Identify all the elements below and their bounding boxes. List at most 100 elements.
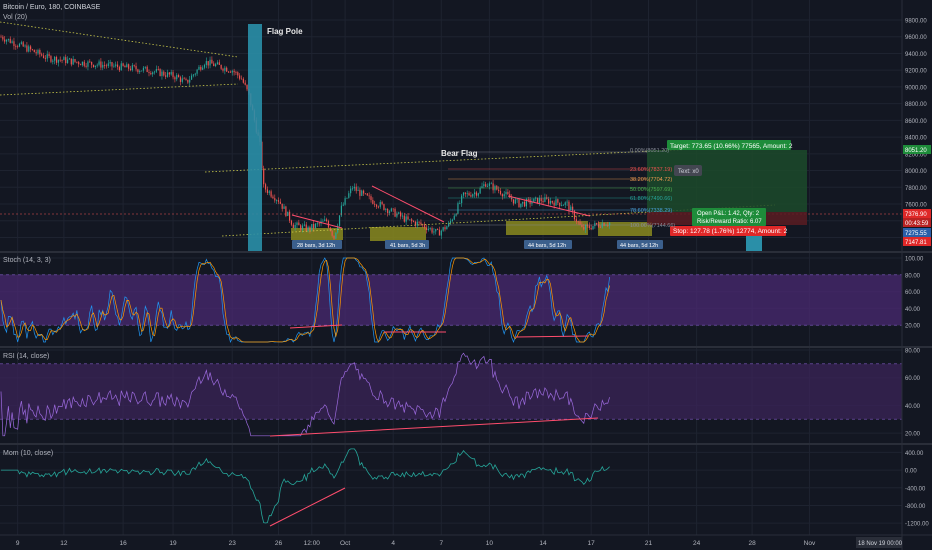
candle-body xyxy=(142,67,145,71)
candle-body xyxy=(564,202,566,205)
candle-body xyxy=(350,188,352,194)
candle-body xyxy=(263,168,265,185)
target-zone[interactable] xyxy=(647,150,807,212)
candle-body xyxy=(240,78,243,80)
candle-body xyxy=(405,216,407,222)
candle-body xyxy=(118,67,120,71)
candle-body xyxy=(440,230,442,236)
candle-body xyxy=(289,211,291,221)
bars-label-2[interactable]: 41 bars, 5d 3h xyxy=(390,243,425,249)
bars-label-1[interactable]: 28 bars, 3d 12h xyxy=(297,243,335,249)
candle-body xyxy=(585,224,587,230)
indicator-tick-label: 80.00 xyxy=(905,349,921,355)
candle-body xyxy=(501,194,503,197)
candle-body xyxy=(20,42,22,44)
x-tick-label: 9 xyxy=(16,540,20,547)
bars-label-4[interactable]: 44 bars, 5d 12h xyxy=(620,243,658,249)
candle-body xyxy=(264,184,267,190)
candle-body xyxy=(229,71,231,73)
candle-body xyxy=(520,203,522,208)
candle-body xyxy=(414,221,416,226)
candle-body xyxy=(592,226,594,230)
bear-flag-label[interactable]: Bear Flag xyxy=(441,149,478,158)
target-label[interactable]: Target: 773.65 (10.66%) 77565, Amount: 2 xyxy=(670,143,793,150)
candle-body xyxy=(55,56,58,63)
candle-body xyxy=(231,70,233,73)
symbol-title[interactable]: Bitcoin / Euro, 180, COINBASE xyxy=(3,4,101,11)
candle-body xyxy=(183,78,185,80)
candle-body xyxy=(144,66,146,68)
text-note[interactable]: Text: x0 xyxy=(678,169,699,175)
candle-body xyxy=(596,222,598,225)
candle-body xyxy=(70,58,72,65)
candle-body xyxy=(420,222,422,225)
candle-body xyxy=(292,224,294,228)
candle-body xyxy=(159,69,161,76)
stoch-d-line xyxy=(0,257,610,343)
candle-body xyxy=(139,71,141,73)
candle-body xyxy=(503,194,505,197)
candle-body xyxy=(227,71,230,73)
candle-body xyxy=(207,61,209,66)
candle-body xyxy=(102,64,104,68)
candle-body xyxy=(364,193,367,195)
price-badge-red-3 xyxy=(903,237,931,246)
mom-label[interactable]: Mom (10, close) xyxy=(3,450,53,457)
candle-body xyxy=(178,75,180,78)
flag-pole-box[interactable] xyxy=(248,24,262,251)
candle-body xyxy=(205,61,207,65)
candle-body xyxy=(490,183,492,185)
risk-reward-label[interactable]: Risk/Reward Ratio: 6.07 xyxy=(697,219,762,225)
bars-label-box-4 xyxy=(617,240,663,249)
candle-body xyxy=(268,191,270,193)
candle-body xyxy=(597,224,600,227)
candle-body xyxy=(135,66,137,70)
bars-label-3[interactable]: 44 bars, 5d 12h xyxy=(528,243,566,249)
x-tick-label: 16 xyxy=(119,540,127,547)
flag-pole-label[interactable]: Flag Pole xyxy=(267,27,303,36)
candle-body xyxy=(324,219,326,221)
candle-body xyxy=(590,228,592,230)
candle-body xyxy=(483,184,485,187)
candle-body xyxy=(309,226,311,231)
rsi-label[interactable]: RSI (14, close) xyxy=(3,353,49,360)
stoch-label[interactable]: Stoch (14, 3, 3) xyxy=(3,257,51,264)
x-tick-label: 12 xyxy=(60,540,68,547)
candle-body xyxy=(462,192,465,196)
candle-body xyxy=(301,225,304,230)
candle-body xyxy=(194,73,196,75)
candle-body xyxy=(464,192,466,194)
candle-body xyxy=(200,66,202,70)
x-tick-label: 26 xyxy=(275,540,283,547)
price-tick-label: 7800.00 xyxy=(905,186,927,192)
open-pnl-label[interactable]: Open P&L: 1.42, Qty: 2 xyxy=(697,211,760,217)
candle-body xyxy=(235,72,237,73)
candle-body xyxy=(163,71,165,76)
candle-body xyxy=(285,206,287,216)
candle-body xyxy=(372,200,374,204)
candle-body xyxy=(351,188,354,190)
candle-body xyxy=(422,224,424,226)
stop-label[interactable]: Stop: 127.78 (1.76%) 12774, Amount: 2 xyxy=(673,228,788,235)
volume-label[interactable]: Vol (20) xyxy=(3,14,27,21)
candle-body xyxy=(92,64,95,68)
candle-body xyxy=(544,197,546,202)
candle-body xyxy=(444,227,446,230)
candle-body xyxy=(566,201,568,203)
price-badge-green-text: 8051.20 xyxy=(905,148,927,154)
candle-body xyxy=(150,72,152,75)
candle-body xyxy=(560,205,563,206)
candle-body xyxy=(239,75,241,79)
candle-body xyxy=(342,204,344,206)
candle-body xyxy=(485,184,487,187)
fib-label-50: 50.00%(7597.69) xyxy=(630,187,672,193)
candle-body xyxy=(104,64,106,66)
candle-body xyxy=(474,192,476,195)
candle-body xyxy=(594,222,596,227)
candle-body xyxy=(507,191,509,195)
indicator-tick-label: 100.00 xyxy=(905,257,924,263)
candle-body xyxy=(509,194,511,198)
indicator-band xyxy=(0,363,902,420)
candle-body xyxy=(553,202,555,206)
